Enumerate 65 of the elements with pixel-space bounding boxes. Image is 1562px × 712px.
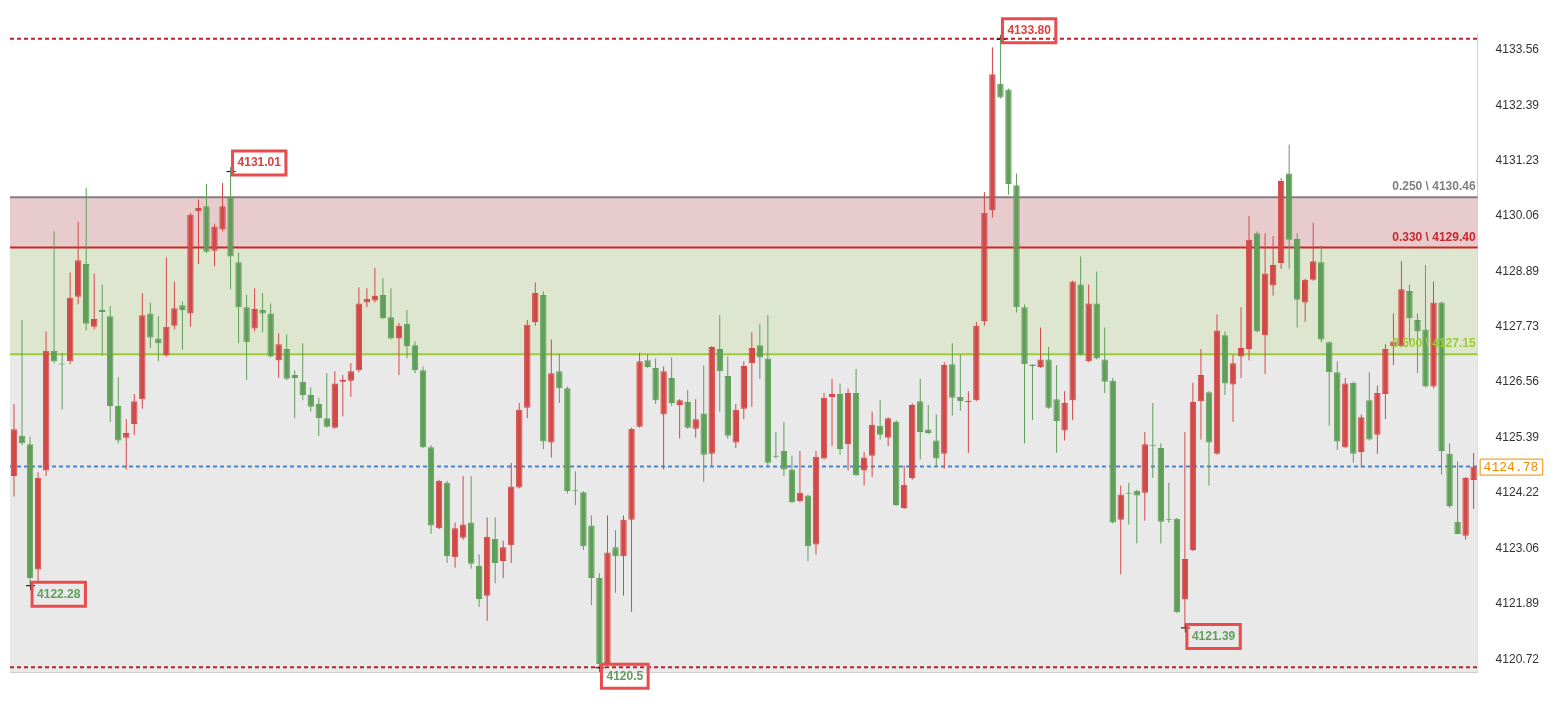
candlestick (612, 529, 619, 594)
y-tick-label: 4125.39 (1495, 429, 1540, 444)
candlestick (411, 340, 419, 374)
y-tick-label: 4126.56 (1495, 374, 1540, 389)
candlestick (957, 354, 964, 412)
candlestick (1237, 306, 1245, 379)
candlestick (1053, 364, 1060, 454)
y-tick-label: 4123.06 (1495, 540, 1540, 555)
candlestick (395, 322, 403, 376)
candlestick (1101, 327, 1108, 394)
candlestick (251, 287, 258, 332)
y-tick-label: 4121.89 (1495, 596, 1540, 611)
y-tick-label: 4131.23 (1495, 152, 1540, 167)
annotation: 4133.80 (1007, 23, 1052, 38)
y-tick-label: 4128.89 (1495, 263, 1540, 278)
candlestick (371, 267, 379, 303)
annotation: 4131.01 (237, 155, 282, 170)
candlestick (1117, 485, 1124, 575)
y-tick-label: 4133.56 (1495, 42, 1540, 57)
annotation: 4122.28 (37, 586, 81, 601)
candlestick (171, 281, 178, 331)
candlestick (459, 475, 467, 541)
candlestick (387, 287, 395, 340)
candlestick (291, 369, 298, 419)
candlestick (748, 331, 756, 408)
candlestick (556, 353, 563, 404)
annotation: 4120.5 (606, 668, 644, 683)
y-tick-label: 4132.39 (1495, 97, 1540, 112)
candlestick (828, 378, 836, 447)
candlestick (756, 323, 764, 380)
candlestick (692, 398, 699, 439)
candlestick (123, 418, 130, 470)
candlestick (876, 399, 884, 441)
candlestick (211, 223, 218, 267)
candlestick (491, 516, 499, 584)
y-tick-label: 4127.73 (1495, 318, 1540, 333)
candlestick (275, 332, 282, 379)
candlestick (323, 372, 330, 429)
candlestick (1229, 354, 1237, 423)
candlestick (500, 540, 507, 579)
candlestick (195, 199, 202, 265)
candlestick (91, 273, 98, 331)
y-tick-label: 4124.22 (1495, 485, 1540, 500)
ref-line-label: 4124.78 (1483, 460, 1539, 476)
candlestick (179, 301, 186, 351)
y-tick-label: 4130.06 (1495, 208, 1540, 223)
candlestick (884, 416, 892, 447)
y-tick-label: 4120.72 (1495, 651, 1540, 666)
candlestick (219, 182, 226, 232)
ref-line-label: 0.250 \ 4130.46 (1392, 179, 1476, 194)
candlestick (1470, 452, 1477, 510)
candlestick (1454, 460, 1461, 535)
candlestick (347, 362, 355, 398)
candlestick (307, 386, 314, 413)
candlestick (1133, 489, 1140, 544)
candlestick (676, 398, 683, 440)
annotation: 4121.39 (1191, 628, 1236, 643)
candlestick (1037, 327, 1044, 369)
candlestick (147, 301, 154, 349)
candlestick (933, 413, 940, 468)
candlestick (1310, 222, 1317, 282)
candlestick (668, 357, 675, 407)
candlestick (131, 393, 138, 436)
ref-line-label: 0.330 \ 4129.40 (1392, 229, 1476, 244)
candlestick (684, 389, 691, 430)
